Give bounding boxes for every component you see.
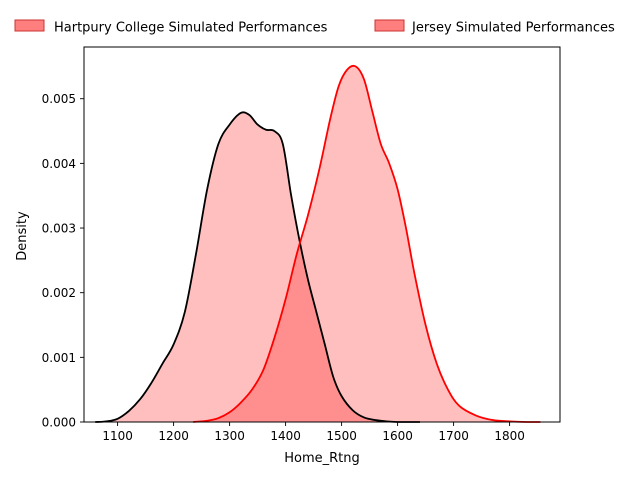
y-axis-ticks: 0.000 0.001 0.002 0.003 0.004 0.005 [42,92,84,430]
x-tick-label: 1400 [270,429,301,443]
legend-swatch-hartpury [14,19,45,32]
x-axis-ticks: 1100 1200 1300 1400 1500 1600 1700 1800 [102,422,525,443]
x-tick-label: 1700 [438,429,469,443]
density-area-1 [193,65,541,422]
x-tick-label: 1500 [326,429,357,443]
y-axis-label: Density [15,211,30,261]
y-tick-label: 0.000 [42,416,76,430]
density-line-0 [95,111,420,423]
x-axis-label: Home_Rtng [284,451,360,466]
legend: Hartpury College Simulated Performances … [14,19,615,36]
x-tick-label: 1800 [494,429,525,443]
y-tick-label: 0.003 [42,222,76,236]
density-area-0 [95,112,420,422]
density-lines [95,64,541,423]
y-tick-label: 0.004 [42,157,76,171]
x-tick-label: 1600 [382,429,413,443]
x-tick-label: 1100 [102,429,133,443]
x-tick-label: 1300 [214,429,245,443]
y-tick-label: 0.001 [42,351,76,365]
legend-swatch-jersey [374,19,405,32]
plot-frame [83,46,561,423]
y-tick-label: 0.005 [42,92,76,106]
x-tick-label: 1200 [158,429,189,443]
density-fills [95,65,541,422]
legend-label-jersey: Jersey Simulated Performances [411,21,615,36]
density-line-1 [193,64,541,423]
legend-label-hartpury: Hartpury College Simulated Performances [54,21,328,36]
y-tick-label: 0.002 [42,286,76,300]
